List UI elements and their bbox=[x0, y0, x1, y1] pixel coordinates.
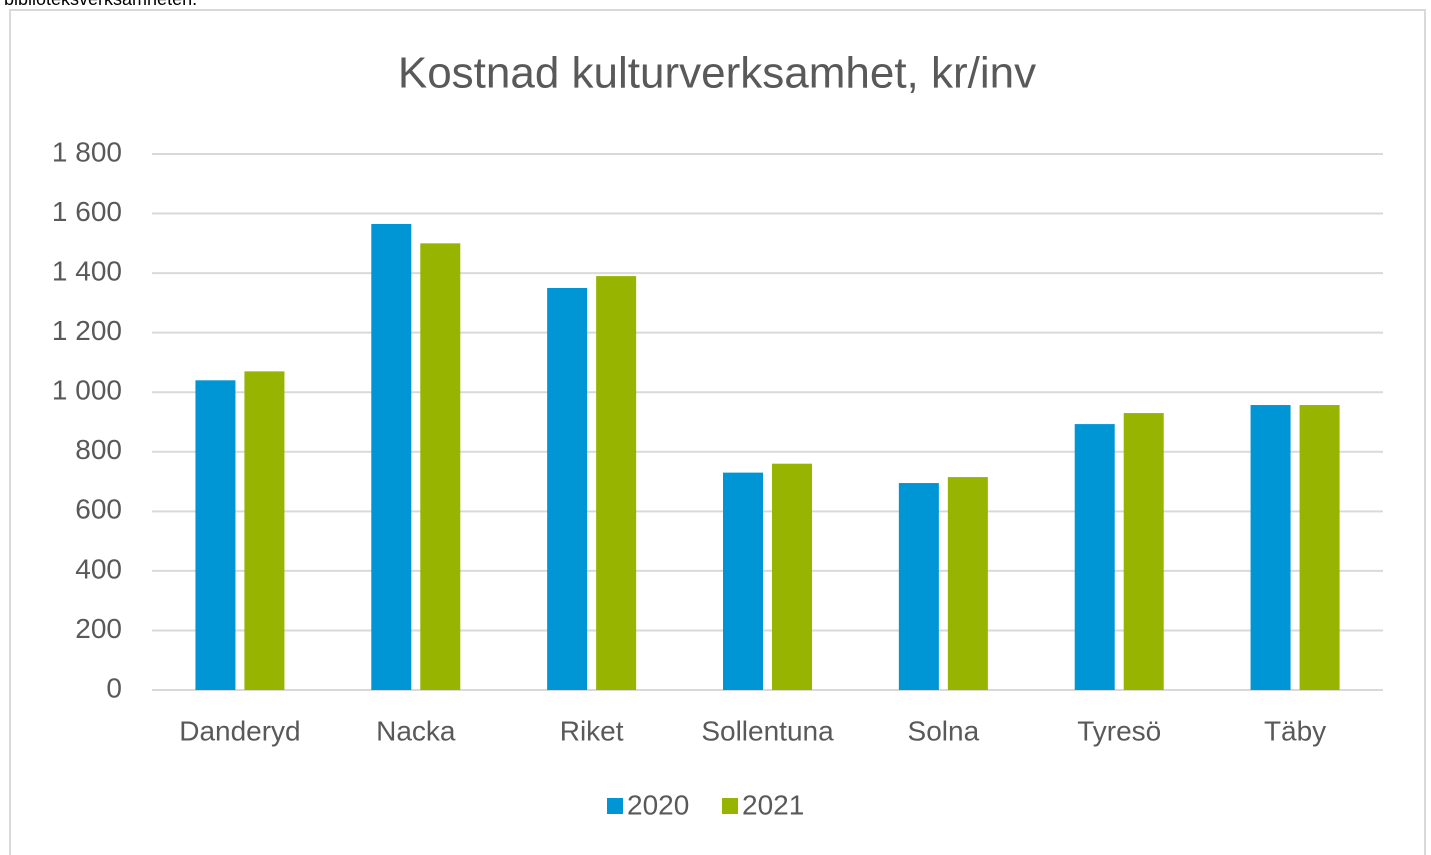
legend-swatch bbox=[607, 798, 623, 814]
bar bbox=[371, 223, 412, 690]
x-tick-label: Danderyd bbox=[179, 715, 300, 746]
bar bbox=[1074, 424, 1115, 690]
caption-above: biblioteksverksamheten. bbox=[4, 0, 197, 9]
bar bbox=[244, 371, 285, 690]
x-tick-label: Nacka bbox=[376, 715, 456, 746]
y-tick-label: 1 200 bbox=[52, 315, 122, 346]
x-tick-label: Sollentuna bbox=[701, 715, 834, 746]
y-tick-label: 200 bbox=[75, 613, 122, 644]
x-tick-label: Riket bbox=[560, 715, 624, 746]
bar bbox=[1250, 405, 1291, 690]
bar bbox=[772, 463, 812, 690]
y-tick-label: 0 bbox=[106, 672, 122, 703]
y-tick-label: 400 bbox=[75, 553, 122, 584]
bar bbox=[1299, 405, 1340, 690]
chart-title: Kostnad kulturverksamhet, kr/inv bbox=[398, 49, 1036, 98]
y-tick-label: 1 000 bbox=[52, 375, 122, 406]
x-tick-label: Täby bbox=[1264, 715, 1326, 746]
y-tick-label: 1 600 bbox=[52, 196, 122, 227]
bar bbox=[547, 288, 588, 690]
bar bbox=[1123, 413, 1164, 690]
legend-swatch bbox=[722, 798, 738, 814]
x-tick-label: Tyresö bbox=[1077, 715, 1161, 746]
y-tick-label: 800 bbox=[75, 434, 122, 465]
y-tick-label: 600 bbox=[75, 494, 122, 525]
bar bbox=[947, 477, 988, 690]
legend-label: 2020 bbox=[627, 789, 689, 820]
bar bbox=[723, 472, 763, 690]
bar bbox=[195, 380, 236, 690]
y-tick-label: 1 800 bbox=[52, 136, 122, 167]
bar bbox=[898, 483, 939, 690]
bar bbox=[420, 243, 461, 691]
legend-label: 2021 bbox=[742, 789, 804, 820]
x-tick-label: Solna bbox=[908, 715, 980, 746]
bar bbox=[596, 276, 637, 690]
y-tick-label: 1 400 bbox=[52, 256, 122, 287]
